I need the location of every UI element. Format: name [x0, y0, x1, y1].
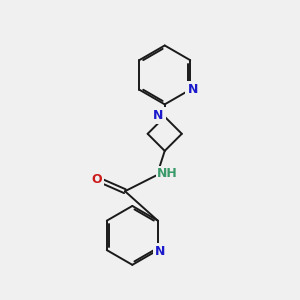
Text: N: N: [188, 83, 198, 96]
Text: NH: NH: [158, 167, 178, 180]
Text: N: N: [155, 245, 165, 258]
Text: O: O: [92, 173, 102, 186]
Text: N: N: [153, 109, 164, 122]
